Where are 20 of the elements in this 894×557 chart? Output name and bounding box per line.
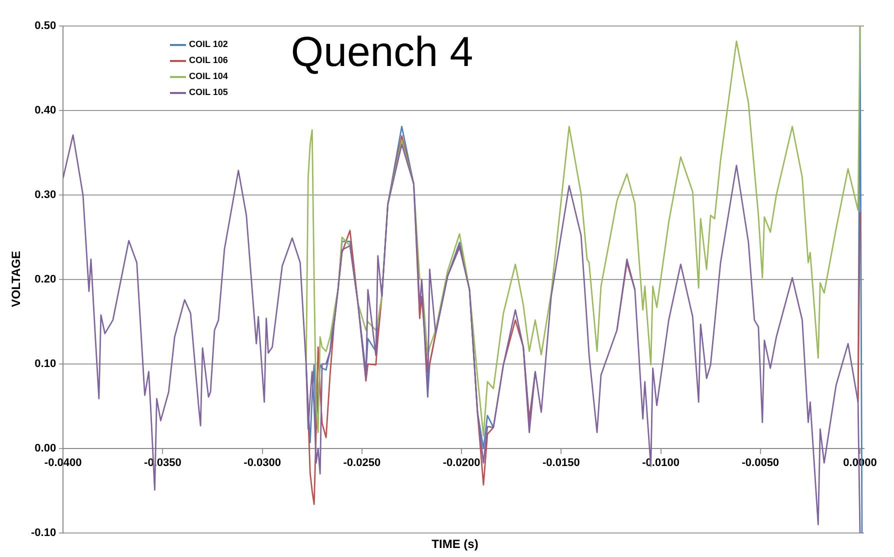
y-tick-label: 0.50	[34, 20, 56, 32]
x-tick-label: -0.0400	[44, 457, 82, 470]
legend-label: COIL 106	[188, 54, 228, 67]
legend-label: COIL 102	[188, 38, 228, 51]
y-tick-label: 0.00	[34, 442, 56, 455]
x-axis-title: TIME (s)	[432, 537, 478, 551]
y-tick-label: 0.20	[34, 274, 56, 286]
x-tick-label: -0.0050	[742, 457, 780, 470]
y-tick-label: 0.30	[34, 189, 56, 202]
legend-label: COIL 105	[188, 86, 228, 99]
legend-label: COIL 104	[188, 70, 228, 83]
y-tick-label: -0.10	[30, 527, 56, 540]
x-tick-label: -0.0150	[542, 457, 580, 470]
chart-title: Quench 4	[290, 28, 474, 76]
y-axis-title: VOLTAGE	[9, 250, 23, 310]
y-tick-label: 0.10	[34, 358, 56, 370]
x-tick-label: -0.0200	[442, 457, 480, 470]
x-tick-label: -0.0300	[244, 457, 281, 470]
x-tick-label: -0.0250	[343, 457, 381, 470]
y-tick-label: 0.40	[34, 104, 56, 117]
